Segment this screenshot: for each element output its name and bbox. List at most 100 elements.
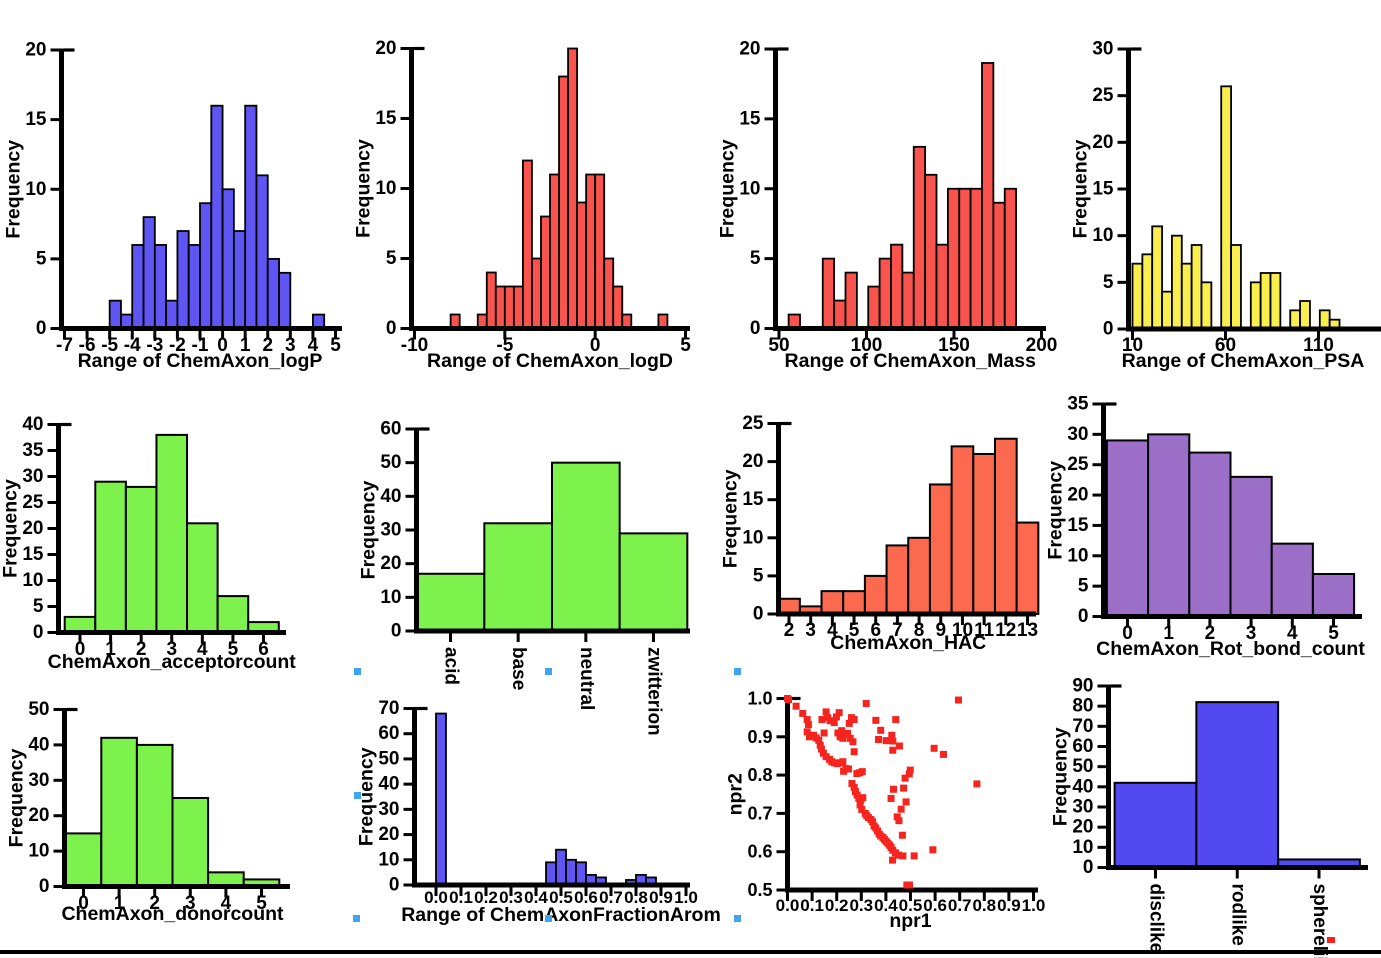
scatter-point [805,733,813,741]
hist-bar [558,75,569,330]
hist-bar [981,62,995,330]
y-axis-title: Frequency [717,139,739,238]
selection-handle[interactable] [352,914,360,922]
hist-bar [531,257,542,330]
y-tick-label: 0 [391,621,402,642]
chart-ionclass: 0 10 20 30 40 50 60 acid base neutral zwitterion Fr… [358,419,690,736]
y-tick-label: 20 [28,805,49,826]
scatter-point [858,768,866,776]
y-tick-label: 5 [33,596,44,617]
x-tick-label: 0.1 [449,888,473,907]
hist-bar [585,173,597,330]
scatter-point [816,741,824,749]
x-tick-label: 150 [938,335,970,356]
x-tick-label: 3 [166,639,177,660]
x-tick-label: 10 [952,620,973,641]
y-axis-title: Frequency [1045,461,1067,560]
y-tick-label: 40 [380,486,401,507]
hist-bar [844,271,858,330]
y-tick-label: 35 [22,440,44,461]
scatter-point [902,798,910,806]
y-tick-label: 50 [28,699,49,720]
selection-handle[interactable] [544,914,552,922]
bar-acceptor-5 [216,595,250,634]
selection-handle[interactable] [353,791,361,799]
y-tick-label: 20 [1092,132,1113,153]
y-tick-label: 25 [1092,85,1114,106]
y-tick-label: 90 [1072,676,1093,697]
hist-bar [565,858,577,886]
hist-bar [1161,290,1173,330]
y-tick-label: 10 [1067,545,1088,566]
bar-rotbond-5 [1311,573,1356,618]
x-tick-label: 2 [149,893,160,914]
hist-bar [821,257,836,330]
x-tick-label: 5 [330,335,341,356]
hist-bar [567,47,578,330]
scatter-point [899,852,907,860]
scatter-point [834,729,842,737]
hist-bar [1259,272,1272,330]
y-tick-label: 40 [28,734,49,755]
y-tick-label: 5 [750,248,761,269]
category-label: spherelike [1309,884,1330,958]
x-tick-label: 0.3 [849,896,873,915]
y-tick-label: 0.7 [747,803,772,823]
hist-bar [555,848,567,886]
x-tick-label: 13 [1017,620,1038,641]
hist-bar [576,201,588,330]
hist-bar [232,230,247,330]
scatter-point [835,709,843,717]
y-tick-label: 40 [378,774,399,795]
scatter-point [875,735,883,743]
scatter-point [792,702,800,710]
x-tick-label: 60 [1215,335,1236,356]
y-tick-label: 30 [1067,424,1088,445]
y-tick-label: 0 [1083,857,1094,878]
y-tick-label: 10 [1092,225,1113,246]
scatter-point [895,817,903,825]
hist-bar [545,861,557,886]
hist-bar [278,271,292,330]
bar-hac-12 [993,437,1018,615]
scatter-point [897,805,905,813]
scatter-point [849,738,857,746]
scatter-point [930,744,938,752]
y-tick-label: 50 [378,748,399,769]
x-tick-label: 1 [105,639,116,660]
x-tick-label: -5 [101,335,118,356]
hist-bar [575,861,587,886]
hist-bar [890,243,904,330]
selection-handle[interactable] [353,667,361,675]
y-tick-label: 50 [380,452,401,473]
selection-handle[interactable] [544,667,552,675]
hist-bar [549,173,560,330]
hist-bar [165,299,179,330]
scatter-point [844,729,852,737]
x-tick-label: 4 [1287,623,1298,644]
y-tick-label: 30 [1092,39,1113,60]
hist-bar [131,244,145,330]
y-tick-label: 0.9 [747,727,772,747]
scatter-point [939,750,947,758]
y-tick-label: 0 [1103,319,1114,340]
selection-handle[interactable] [733,667,741,675]
selection-handle[interactable] [733,914,741,922]
y-axis-title: Frequency [0,479,22,578]
y-tick-label: 5 [386,248,397,269]
y-tick-label: 20 [739,39,760,60]
scatter-point [898,831,906,839]
hist-bar [924,173,938,330]
bar-ionclass-zwitterion [618,532,689,632]
stray-scatter-marker [1327,937,1335,943]
x-tick-label: 5 [228,639,239,660]
x-tick-label: -10 [401,335,428,356]
y-tick-label: 30 [380,520,401,541]
x-tick-label: 2 [136,639,147,660]
y-tick-label: 50 [1072,756,1093,777]
x-tick-label: 5 [256,893,267,914]
bar-hac-9 [928,483,953,615]
